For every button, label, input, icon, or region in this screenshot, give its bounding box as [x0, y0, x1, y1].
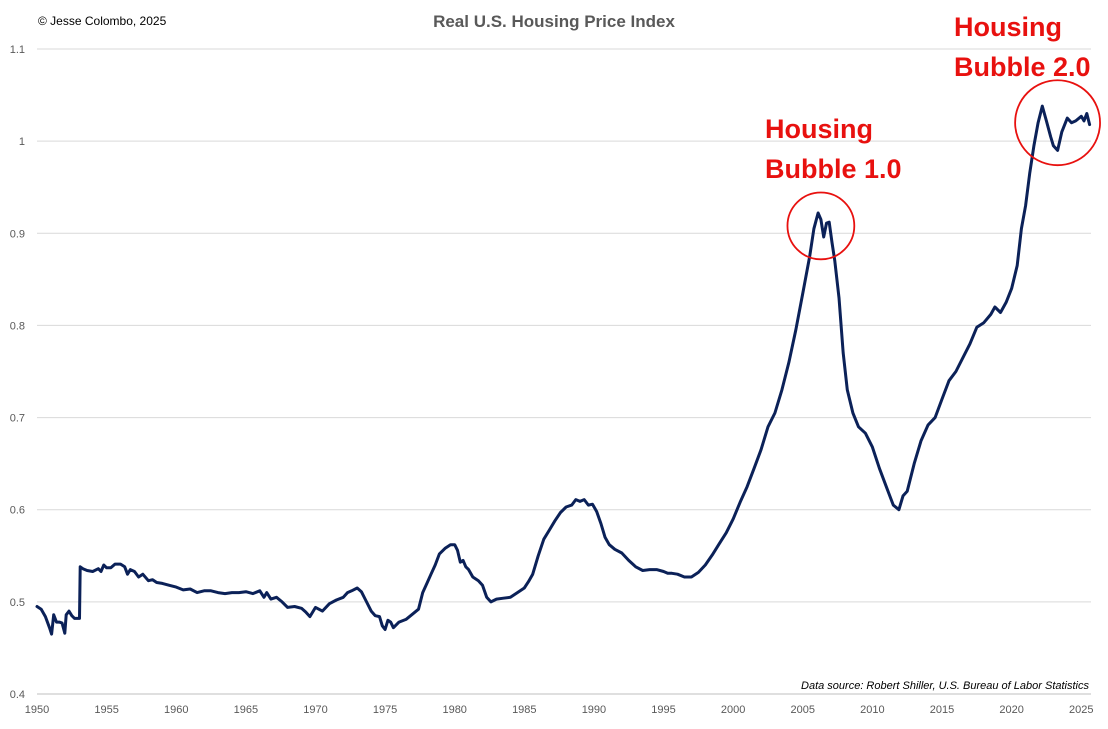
y-tick-label: 0.4: [10, 689, 25, 701]
annotation-circle: [1014, 79, 1101, 167]
series-layer: [35, 104, 1092, 636]
x-tick-label: 1995: [651, 704, 675, 716]
copyright-notice: © Jesse Colombo, 2025: [38, 14, 167, 28]
x-tick-label: 1980: [442, 704, 466, 716]
y-tick-label: 1.1: [10, 44, 25, 56]
y-tick-label: 1: [19, 136, 25, 148]
x-tick-label: 1955: [94, 704, 118, 716]
x-tick-label: 2020: [999, 704, 1023, 716]
gridlines: [37, 48, 1091, 603]
x-tick-label: 1965: [234, 704, 258, 716]
x-tick-label: 2000: [721, 704, 745, 716]
x-tick-label: 1950: [25, 704, 49, 716]
x-axis-tick-labels: 1950 1955 1960 1965 1970 1975 1980 1985 1990 1995…: [25, 704, 1094, 716]
y-axis-tick-labels: 0.4 0.5 0.6 0.7 0.8 0.9 1 1.1: [10, 44, 25, 701]
annotation-label: Bubble 1.0: [765, 154, 902, 184]
chart-title: Real U.S. Housing Price Index: [433, 12, 675, 31]
data-source-note: Data source: Robert Shiller, U.S. Bureau…: [801, 680, 1089, 692]
x-tick-label: 2010: [860, 704, 884, 716]
y-tick-label: 0.9: [10, 228, 25, 240]
y-tick-label: 0.8: [10, 320, 25, 332]
x-tick-label: 1975: [373, 704, 397, 716]
series-line: [35, 104, 1092, 636]
y-tick-label: 0.5: [10, 597, 25, 609]
x-tick-label: 1985: [512, 704, 536, 716]
y-tick-label: 0.6: [10, 505, 25, 517]
x-tick-label: 2005: [791, 704, 815, 716]
annotations: Housing Bubble 1.0 Housing Bubble 2.0: [765, 12, 1101, 261]
x-tick-label: 1990: [582, 704, 606, 716]
x-tick-label: 1970: [303, 704, 327, 716]
annotation-circle: [786, 191, 856, 261]
annotation-label: Housing: [765, 114, 873, 144]
x-tick-label: 1960: [164, 704, 188, 716]
annotation-label: Housing: [954, 12, 1062, 42]
y-tick-label: 0.7: [10, 413, 25, 425]
x-tick-label: 2025: [1069, 704, 1093, 716]
annotation-label: Bubble 2.0: [954, 52, 1091, 82]
x-tick-label: 2015: [930, 704, 954, 716]
